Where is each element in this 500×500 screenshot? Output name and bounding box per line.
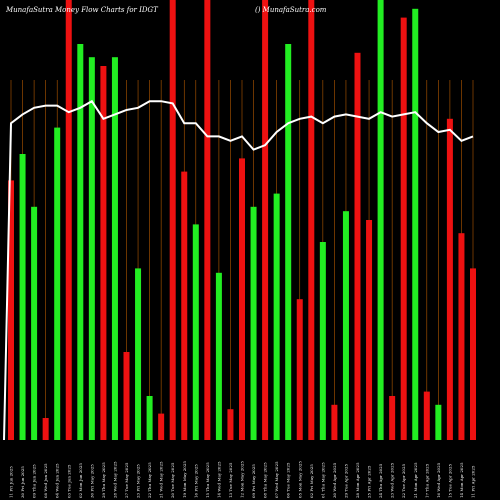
bar-14 [169, 0, 176, 440]
bar-1 [19, 154, 26, 440]
x-tick-label: 22 Thu May 2025 [147, 462, 152, 498]
bar-0 [8, 180, 14, 440]
bar-7 [88, 57, 95, 440]
x-tick-label: 21 Mon Apr 2025 [413, 462, 418, 498]
bar-12 [146, 396, 153, 440]
x-tick-label: 15 Tue Apr 2025 [447, 463, 452, 498]
x-tick-label: 09 Thu Jun 2025 [32, 464, 37, 498]
x-tick-label: 08 Wed Jun 2025 [43, 463, 48, 498]
bar-27 [319, 242, 326, 440]
bar-29 [342, 211, 349, 440]
x-tick-label: 15 Thu May 2025 [205, 462, 210, 498]
tick-labels-layer: 11 Fri Jun 2025 30 Fri Jun 2025 09 Thu Jun… [9, 461, 476, 498]
line-layer [3, 99, 474, 441]
x-tick-label: 11 Fri Apr 2025 [471, 465, 476, 498]
bar-24 [285, 44, 292, 440]
x-tick-label: 29 Thu May 2025 [101, 462, 106, 498]
bar-17 [204, 0, 211, 440]
x-tick-label: 25 Fri Apr 2025 [367, 465, 372, 498]
x-tick-label: 27 Tue May 2025 [124, 462, 129, 498]
bar-16 [192, 224, 199, 440]
x-tick-label: 22 Tue Apr 2025 [401, 463, 406, 498]
x-tick-label: 17 Thu Apr 2025 [424, 463, 429, 498]
bar-23 [273, 193, 280, 440]
bar-3 [42, 418, 49, 440]
bar-36 [423, 391, 430, 440]
x-tick-label: 05 Mon May 2025 [297, 461, 302, 498]
bar-39 [458, 233, 465, 440]
bar-31 [366, 220, 373, 440]
bar-18 [215, 272, 222, 440]
bar-37 [435, 404, 442, 440]
bar-6 [77, 44, 84, 440]
x-tick-label: 24 Thu Apr 2025 [378, 463, 383, 498]
bar-19 [227, 409, 234, 440]
x-tick-label: 14 Mon Apr 2025 [459, 462, 464, 498]
x-tick-label: 29 Tue Apr 2025 [343, 463, 348, 498]
x-tick-label: 28 Wed May 2025 [112, 461, 117, 498]
x-tick-label: 16 Fri May 2025 [193, 464, 198, 498]
x-tick-label: 30 Fri Jun 2025 [20, 466, 25, 498]
x-tick-label: 20 Tue May 2025 [170, 462, 175, 498]
bar-5 [65, 0, 72, 440]
x-tick-label: 28 Mon Apr 2025 [355, 462, 360, 498]
bar-26 [308, 0, 315, 440]
x-tick-label: 14 Wed May 2025 [216, 461, 221, 498]
x-tick-label: 12 Mon May 2025 [240, 461, 245, 498]
bar-22 [262, 0, 269, 440]
x-tick-label: 02 Fri May 2025 [309, 464, 314, 498]
bar-28 [331, 404, 338, 440]
bar-30 [354, 52, 361, 441]
bar-11 [135, 268, 142, 440]
bar-35 [412, 8, 419, 441]
bar-25 [296, 299, 303, 440]
bar-10 [123, 352, 130, 440]
bar-2 [31, 206, 38, 440]
x-tick-label: 08 Thu May 2025 [263, 462, 268, 498]
x-tick-label: 23 Wed Apr 2025 [390, 462, 395, 498]
chart-title: MunafaSutra Money Flow Charts for IDGT [5, 6, 159, 14]
x-tick-label: 23 Fri May 2025 [136, 464, 141, 498]
bar-20 [239, 158, 245, 440]
x-tick-label: 03 Tue Jun 2025 [66, 464, 71, 498]
x-tick-label: 11 Fri Jun 2025 [9, 466, 14, 498]
money-flow-line [3, 99, 474, 441]
x-tick-label: 13 Tue May 2025 [228, 462, 233, 498]
bar-8 [100, 66, 107, 440]
bar-34 [400, 17, 407, 440]
x-tick-label: 21 Wed May 2025 [159, 461, 164, 498]
bar-15 [181, 171, 188, 440]
x-tick-label: 07 Wed May 2025 [274, 461, 279, 498]
bar-32 [377, 0, 384, 440]
bar-33 [389, 396, 396, 440]
bar-21 [250, 206, 257, 440]
x-tick-label: 09 Fri May 2025 [251, 464, 256, 498]
bar-13 [158, 413, 165, 440]
x-tick-label: 02 Mon Jun 2025 [78, 463, 83, 498]
bar-9 [111, 57, 118, 440]
x-tick-label: 04 Wed Jun 2025 [55, 463, 60, 498]
x-tick-label: 30 Fri May 2025 [89, 464, 94, 498]
x-tick-label: 30 Wed Apr 2025 [332, 462, 337, 498]
x-tick-label: 19 Mon May 2025 [182, 461, 187, 498]
x-tick-label: 01 Thu May 2025 [320, 462, 325, 498]
bar-38 [446, 118, 453, 441]
source-label: () MunafaSutra.com [255, 6, 327, 14]
bar-4 [54, 127, 61, 440]
bars-layer [8, 0, 476, 441]
x-tick-label: 06 Tue May 2025 [286, 462, 291, 498]
x-tick-label: 16 Wed Apr 2025 [436, 462, 441, 498]
bar-40 [470, 268, 476, 440]
